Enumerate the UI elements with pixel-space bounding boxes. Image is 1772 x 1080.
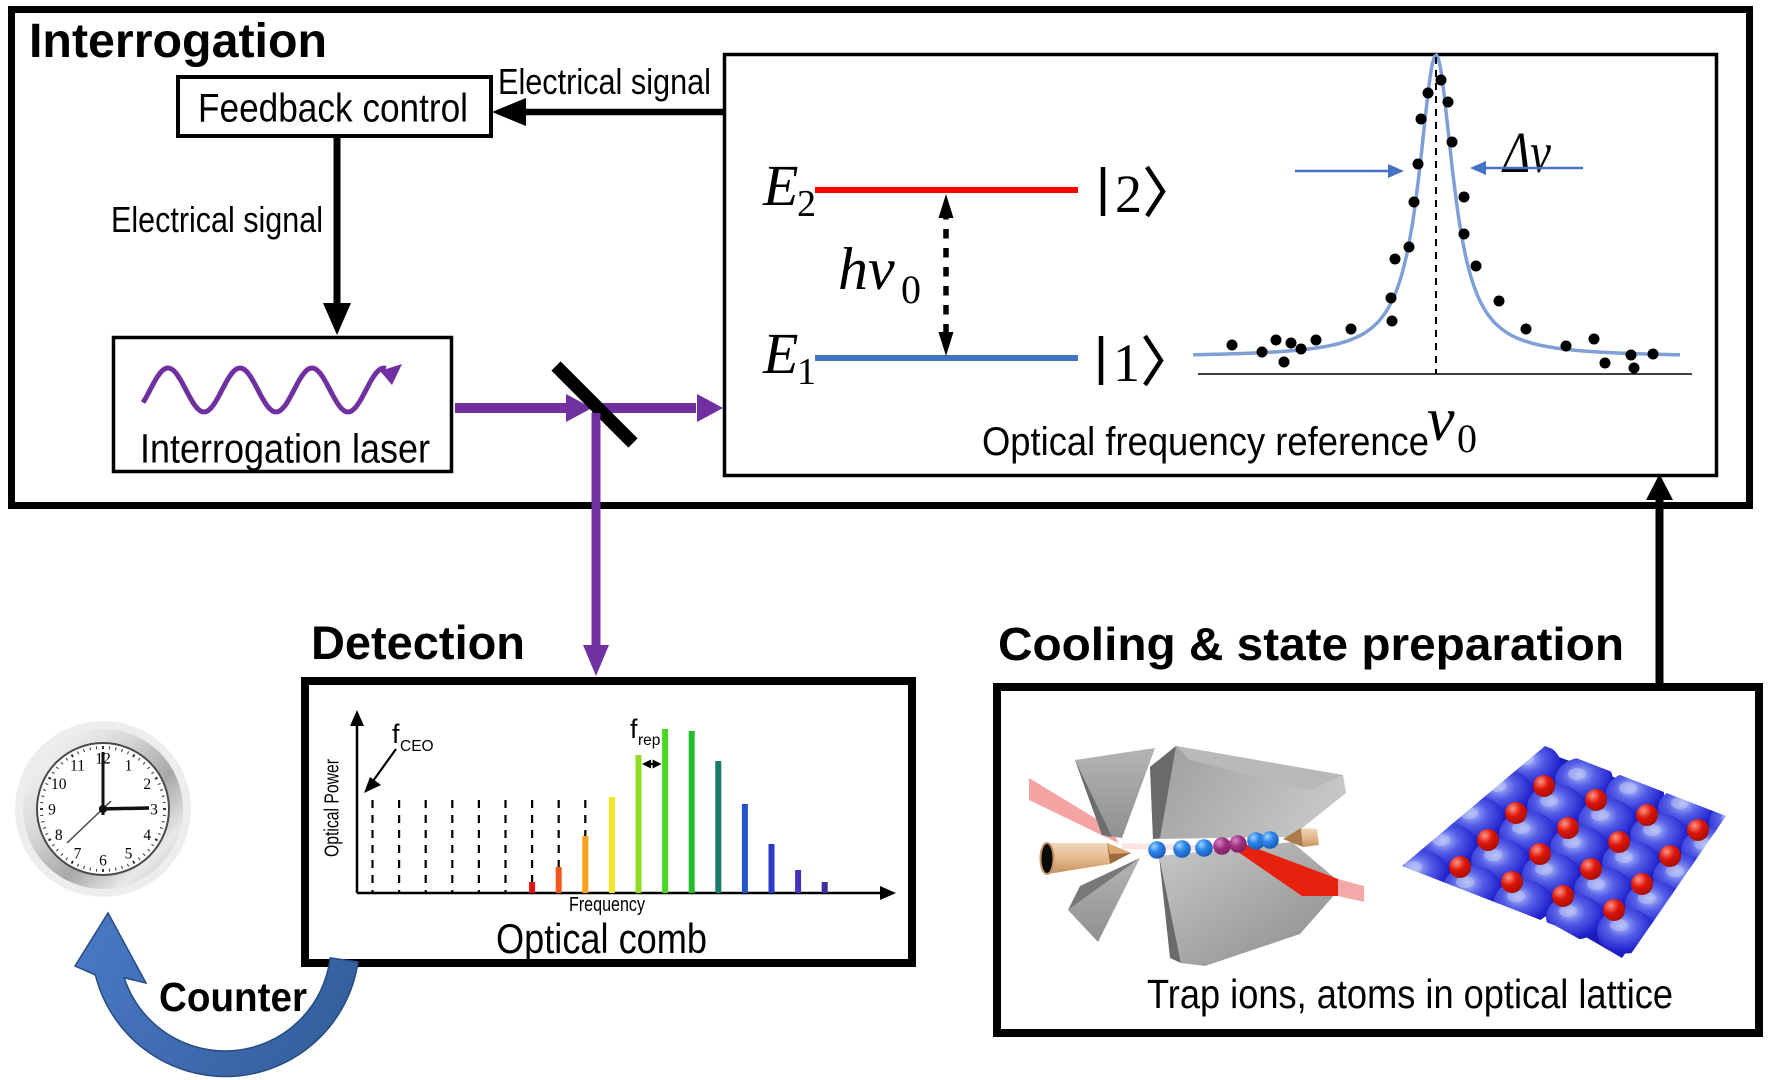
svg-text:Δν: Δν	[1501, 121, 1551, 185]
svg-text:Electrical signal: Electrical signal	[111, 199, 323, 240]
svg-text:11: 11	[70, 757, 85, 774]
svg-text:Interrogation laser: Interrogation laser	[140, 426, 430, 472]
svg-text:7: 7	[74, 846, 82, 863]
svg-text:Counter: Counter	[159, 974, 307, 1020]
svg-text:Detection: Detection	[311, 617, 525, 670]
svg-text:0: 0	[901, 267, 921, 312]
svg-text:2: 2	[143, 776, 151, 793]
svg-text:4: 4	[143, 827, 151, 844]
svg-text:9: 9	[48, 802, 56, 819]
svg-text:Feedback control: Feedback control	[198, 87, 468, 131]
svg-text:ν: ν	[1427, 386, 1455, 454]
svg-text:Cooling & state preparation: Cooling & state preparation	[998, 618, 1624, 670]
svg-text:rep: rep	[638, 732, 660, 749]
svg-text:Interrogation: Interrogation	[29, 14, 327, 68]
svg-text:E: E	[762, 321, 798, 386]
svg-text:hν: hν	[838, 236, 895, 302]
svg-text:Optical frequency reference: Optical frequency reference	[982, 420, 1429, 464]
svg-text:f: f	[630, 714, 638, 744]
svg-text:E: E	[762, 153, 798, 218]
svg-text:f: f	[392, 719, 400, 749]
svg-text:3: 3	[150, 802, 158, 819]
svg-text:2: 2	[797, 183, 816, 225]
svg-text:Frequency: Frequency	[569, 894, 645, 916]
svg-text:Optical Power: Optical Power	[322, 759, 344, 857]
svg-text:8: 8	[55, 827, 63, 844]
svg-text:1: 1	[125, 757, 133, 774]
svg-text:1: 1	[1113, 333, 1140, 393]
svg-text:Trap ions, atoms in optical la: Trap ions, atoms in optical lattice	[1147, 971, 1673, 1017]
svg-text:6: 6	[99, 853, 107, 870]
svg-text:CEO: CEO	[400, 738, 434, 755]
svg-text:Optical comb: Optical comb	[496, 915, 707, 962]
svg-text:10: 10	[51, 776, 67, 793]
svg-text:5: 5	[125, 846, 133, 863]
svg-text:1: 1	[797, 351, 816, 393]
svg-text:0: 0	[1457, 416, 1477, 461]
svg-text:Electrical signal: Electrical signal	[498, 61, 711, 102]
svg-text:2: 2	[1115, 164, 1142, 224]
